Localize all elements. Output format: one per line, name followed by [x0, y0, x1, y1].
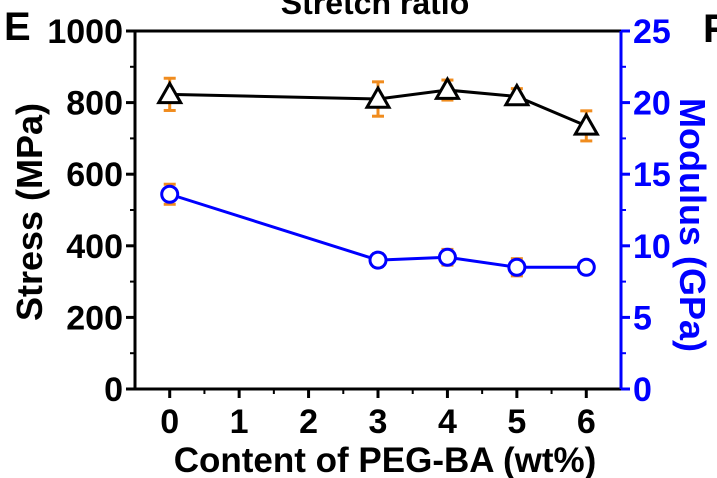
y-tick-label-600: 600	[66, 156, 123, 194]
series-1-point-x4	[437, 247, 457, 267]
y2-tick-label-15: 15	[633, 156, 671, 194]
series-0-point-x3	[364, 84, 392, 109]
series-0-point-x0	[156, 80, 184, 105]
cropped-top-text: Stretch ratio	[281, 0, 469, 21]
axis-ticks: 0 200 400 600 800 1000 0 5 10 15 20 25 0 1 2 3 4 5 6	[47, 13, 670, 441]
series-1-point-x5	[507, 257, 527, 277]
series-1	[160, 182, 596, 278]
x-tick-label-5: 5	[507, 403, 526, 441]
x-tick-label-0: 0	[160, 403, 179, 441]
y2-axis-label: Modulus (GPa)	[672, 98, 713, 352]
y2-tick-label-25: 25	[633, 13, 671, 51]
x-axis-label: Content of PEG-BA (wt%)	[174, 441, 597, 478]
y2-tick-label-5: 5	[633, 299, 652, 337]
adjacent-panel-label: F	[703, 7, 717, 51]
y2-tick-label-10: 10	[633, 228, 671, 266]
series-1-point-x0	[160, 184, 180, 204]
x-tick-label-1: 1	[230, 403, 249, 441]
series-1-point-x3	[368, 250, 388, 270]
y-tick-label-0: 0	[104, 371, 123, 409]
panel-label: E	[4, 5, 31, 49]
series-1-point-x6	[576, 257, 596, 277]
series-0-point-x5	[503, 82, 531, 107]
series-0	[156, 76, 600, 143]
y-tick-label-400: 400	[66, 228, 123, 266]
x-tick-label-2: 2	[299, 403, 318, 441]
series-0-point-x6	[572, 111, 600, 136]
y-axis-label: Stress (MPa)	[9, 103, 50, 321]
y2-tick-label-20: 20	[633, 85, 671, 123]
y-tick-label-1000: 1000	[47, 13, 123, 51]
x-tick-label-6: 6	[577, 403, 596, 441]
y2-tick-label-0: 0	[633, 371, 652, 409]
series-0-point-x4	[433, 76, 462, 100]
y-tick-label-800: 800	[66, 85, 123, 123]
x-tick-label-4: 4	[438, 403, 457, 441]
x-tick-label-3: 3	[369, 403, 388, 441]
series-layer	[156, 76, 600, 278]
y-tick-label-200: 200	[66, 299, 123, 337]
